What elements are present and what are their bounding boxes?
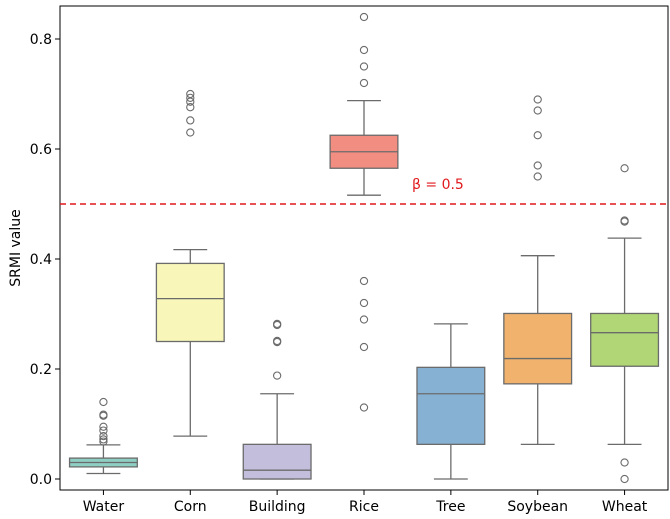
outlier-point [533, 95, 542, 104]
box-soybean [503, 95, 573, 446]
outlier-point [620, 164, 629, 173]
outlier-point [620, 216, 629, 225]
outlier-point [186, 103, 195, 112]
outlier-point [620, 458, 629, 467]
outlier-point [359, 403, 369, 412]
outlier-point [186, 116, 195, 125]
outlier-point [99, 437, 108, 446]
box-wheat [590, 164, 660, 484]
outlier-point [186, 89, 195, 99]
outlier-point [533, 172, 542, 181]
outlier-point [186, 93, 195, 102]
outlier-point [533, 161, 542, 170]
outlier-point [272, 319, 282, 329]
y-axis: 0.0 0.2 0.4 0.6 0.8 [30, 32, 60, 488]
outlier-point [99, 435, 108, 444]
outlier-point [359, 78, 369, 88]
y-tick-label: 0.0 [30, 472, 52, 488]
box-building [242, 319, 312, 480]
y-tick-label: 0.8 [30, 32, 52, 48]
outlier-point [359, 298, 369, 308]
box-body [242, 443, 312, 480]
x-tick-label: Water [83, 499, 125, 515]
outlier-point [272, 336, 282, 346]
outlier-point [533, 131, 542, 140]
outlier-point [99, 431, 108, 441]
outlier-point [272, 371, 282, 380]
plot-area [59, 5, 669, 491]
box-rice [329, 12, 399, 412]
outlier-point [359, 45, 369, 55]
y-tick-label: 0.4 [30, 252, 52, 268]
outlier-point [620, 474, 629, 484]
outlier-point [359, 342, 369, 352]
x-tick-label: Building [249, 499, 306, 515]
box-water [68, 397, 138, 475]
x-axis: Water Corn Building Rice Tree Soybean Wheat [83, 490, 648, 515]
y-tick-label: 0.2 [30, 362, 52, 378]
box-tree [416, 323, 486, 480]
box-corn [155, 89, 225, 437]
reference-line-group: β = 0.5 [60, 177, 668, 205]
outlier-point [359, 276, 369, 286]
box-body [590, 312, 660, 367]
box-body [503, 312, 573, 385]
y-axis-label: SRMI value [8, 209, 24, 287]
x-tick-label: Tree [435, 499, 465, 515]
box-body [416, 366, 486, 446]
x-tick-label: Corn [174, 499, 207, 515]
x-tick-label: Wheat [602, 499, 648, 515]
x-tick-label: Rice [349, 499, 379, 515]
outlier-point [186, 128, 195, 137]
y-tick-label: 0.6 [30, 142, 52, 158]
reference-line-label: β = 0.5 [412, 177, 464, 193]
outlier-point [359, 62, 369, 71]
x-tick-label: Soybean [507, 499, 568, 515]
box-series [68, 12, 660, 484]
outlier-point [99, 422, 108, 431]
outlier-point [99, 397, 108, 407]
outlier-point [359, 315, 369, 324]
outlier-point [99, 410, 108, 419]
box-body [155, 262, 225, 343]
outlier-point [99, 426, 108, 435]
outlier-point [533, 106, 542, 115]
outlier-point [359, 12, 369, 22]
